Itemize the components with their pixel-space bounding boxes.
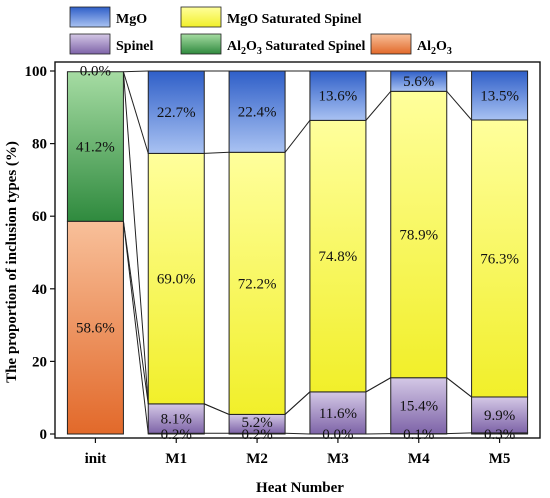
bars [66, 70, 529, 435]
data-label-spinel-M3: 11.6% [319, 406, 357, 422]
bar-spinel-M1 [147, 403, 205, 434]
x-tick-label-M2: M2 [246, 451, 268, 467]
data-label-spinel-M5: 9.9% [484, 408, 515, 424]
y-tick-label-0: 0 [40, 427, 48, 443]
y-tick-label-40: 40 [32, 282, 47, 298]
data-label-mgo-M4: 5.6% [403, 74, 434, 90]
connector-al2o3-2 [285, 432, 310, 435]
plot-frame [54, 61, 541, 439]
legend-swatch-mgo [69, 6, 111, 28]
y-tick-label-100: 100 [25, 64, 48, 80]
data-label-mgo_sat-M2: 72.2% [238, 276, 277, 292]
data-label-mgo-M3: 13.6% [319, 89, 358, 105]
x-tick-label-M3: M3 [327, 451, 349, 467]
data-label-spinel-M1: 8.1% [161, 412, 192, 428]
bar-spinel-M4 [390, 377, 448, 435]
data-label-mgo_sat-M1: 69.0% [157, 272, 196, 288]
connector-mgo_sat-1 [204, 151, 230, 154]
legend-swatch-al2o3_sat [180, 33, 222, 55]
legend-label-spinel: Spinel [116, 39, 153, 54]
bar-spinel-M3 [309, 391, 367, 435]
connector-mgo-0 [123, 70, 149, 73]
data-label-mgo-init: 0.0% [80, 64, 111, 80]
x-tick-label-init: init [85, 451, 107, 467]
legend: MgO MgO Saturated Spinel Spinel Al2O3 Satur… [69, 6, 452, 57]
y-tick-label-20: 20 [32, 354, 47, 370]
bar-mgo_sat-M4 [390, 90, 448, 379]
legend-swatch-spinel [69, 33, 111, 55]
connector-spinel-0 [122, 221, 149, 404]
connector-al2o3-0 [122, 221, 149, 434]
data-label-mgo_sat-M4: 78.9% [399, 228, 438, 244]
y-tick-label-80: 80 [32, 137, 47, 153]
bar-mgo_sat-M1 [147, 152, 205, 405]
bar-mgo-M1 [147, 70, 205, 154]
x-axis-title: Heat Number [256, 480, 344, 496]
connector-al2o3_sat-2 [284, 391, 311, 415]
data-label-mgo-M5: 13.5% [480, 89, 519, 105]
bar-mgo-M3 [309, 70, 367, 121]
x-tick-label-M4: M4 [408, 451, 430, 467]
data-label-mgo-M1: 22.7% [157, 105, 196, 121]
connector-mgo_sat-0 [122, 71, 149, 154]
bar-mgo-M4 [390, 70, 448, 92]
bar-al2o3-init [66, 220, 124, 435]
connector-al2o3_sat-3 [365, 377, 391, 393]
x-tick-label-M1: M1 [165, 451, 187, 467]
data-label-al2o3-M5: 0.3% [484, 427, 515, 443]
legend-label-al2o3: Al2O3 [417, 39, 452, 57]
data-label-mgo_sat-M3: 74.8% [319, 249, 358, 265]
connector-mgo_sat-4 [446, 91, 472, 121]
connector-mgo_sat-3 [365, 91, 392, 121]
bar-mgo_sat-M5 [471, 119, 529, 398]
y-axis-title: The proportion of inclusion types (%) [4, 141, 20, 383]
data-label-al2o3-M1: 0.2% [161, 427, 192, 443]
legend-label-mgo: MgO [116, 12, 147, 27]
connector-al2o3_sat-0 [122, 71, 149, 404]
x-tick-label-M5: M5 [489, 451, 511, 467]
data-label-mgo_sat-M5: 76.3% [480, 251, 519, 267]
data-label-al2o3_sat-init: 41.2% [76, 140, 115, 156]
y-tick-label-60: 60 [32, 209, 47, 225]
connector-al2o3_sat-4 [446, 377, 472, 398]
connector-mgo_sat-2 [284, 120, 311, 153]
data-label-mgo-M2: 22.4% [238, 105, 277, 121]
bar-mgo-M2 [228, 70, 286, 153]
bar-mgo-M5 [471, 70, 529, 121]
connector-al2o3_sat-1 [204, 403, 230, 415]
data-label-al2o3-init: 58.6% [76, 321, 115, 337]
legend-label-mgo_sat: MgO Saturated Spinel [227, 12, 362, 27]
bar-spinel-M5 [471, 396, 529, 434]
data-label-al2o3-M3: 0.0% [322, 427, 353, 443]
legend-swatch-mgo_sat [180, 6, 222, 28]
connector-al2o3-4 [446, 432, 472, 435]
bar-mgo_sat-M2 [228, 151, 286, 415]
data-label-al2o3-M2: 0.2% [241, 427, 272, 443]
connector-lines [122, 70, 472, 435]
data-label-spinel-M2: 5.2% [241, 415, 272, 431]
bar-al2o3_sat-init [66, 71, 124, 222]
legend-swatch-al2o3 [370, 33, 412, 55]
data-label-spinel-M4: 15.4% [399, 399, 438, 415]
axes: 0 20 40 60 80 100 init M1 M2 M3 M4 M5 [25, 61, 541, 467]
data-labels: 58.6%41.2%0.0%0.2%8.1%69.0%22.7%0.2%5.2%… [76, 64, 519, 443]
data-label-al2o3-M4: 0.1% [403, 427, 434, 443]
legend-label-al2o3_sat: Al2O3 Saturated Spinel [227, 39, 365, 57]
